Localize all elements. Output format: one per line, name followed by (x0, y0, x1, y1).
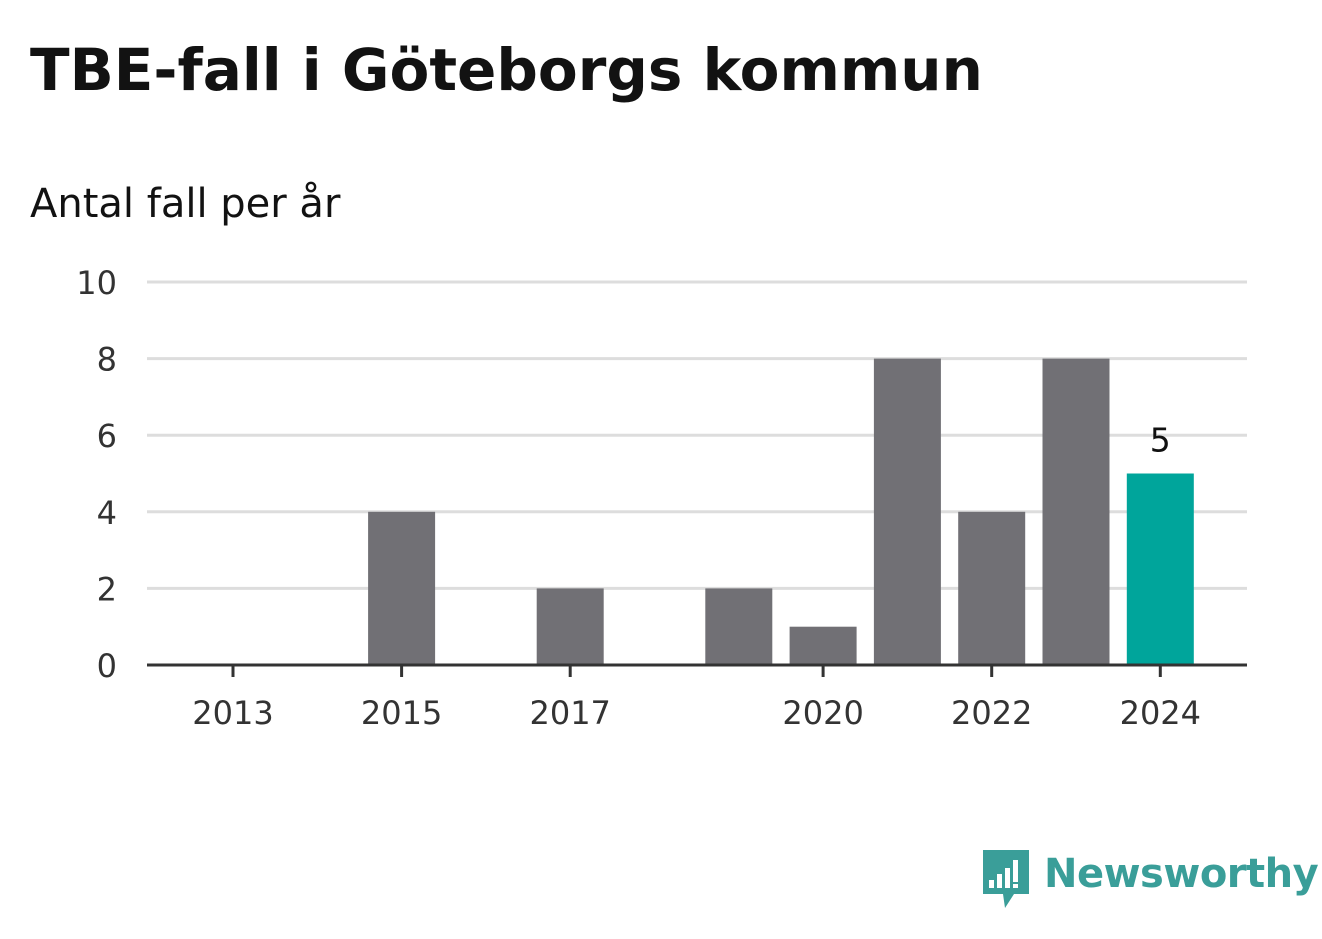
y-tick-label: 6 (97, 417, 117, 455)
bar-chart: 0 2 4 6 8 10 2013 2015 2017 2020 2022 2024 5 (76, 264, 1247, 732)
bars (368, 358, 1194, 665)
x-axis (147, 663, 1247, 677)
y-tick-label: 8 (97, 341, 117, 379)
x-tick-label: 2024 (1120, 694, 1201, 732)
x-tick-label: 2013 (192, 694, 273, 732)
x-tick-label: 2020 (782, 694, 863, 732)
brand-name: Newsworthy (1044, 851, 1319, 897)
x-tick-label: 2022 (951, 694, 1032, 732)
brand-logo: Newsworthy (980, 848, 1319, 912)
y-tick-label: 4 (97, 494, 117, 532)
bar-2019 (705, 588, 773, 665)
x-tick-label: 2015 (361, 694, 442, 732)
x-tick-label: 2017 (529, 694, 610, 732)
bar-2015 (368, 511, 436, 665)
newsworthy-chart-bubble-icon (983, 850, 1029, 908)
bar-2022 (958, 511, 1026, 665)
y-tick-label: 0 (97, 647, 117, 685)
bar-2023 (1042, 358, 1110, 665)
bar-2024 (1126, 473, 1194, 665)
chart-title: TBE-fall i Göteborgs kommun (30, 36, 983, 104)
labels: 0 2 4 6 8 10 2013 2015 2017 2020 2022 2024 5 (76, 264, 1201, 732)
bar-2021 (873, 358, 941, 665)
chart-subtitle: Antal fall per år (30, 181, 341, 227)
bar-2020 (789, 626, 857, 665)
y-tick-label: 10 (76, 264, 117, 302)
bar-2017 (536, 588, 604, 665)
data-label: 5 (1150, 421, 1171, 460)
y-tick-label: 2 (97, 570, 117, 608)
